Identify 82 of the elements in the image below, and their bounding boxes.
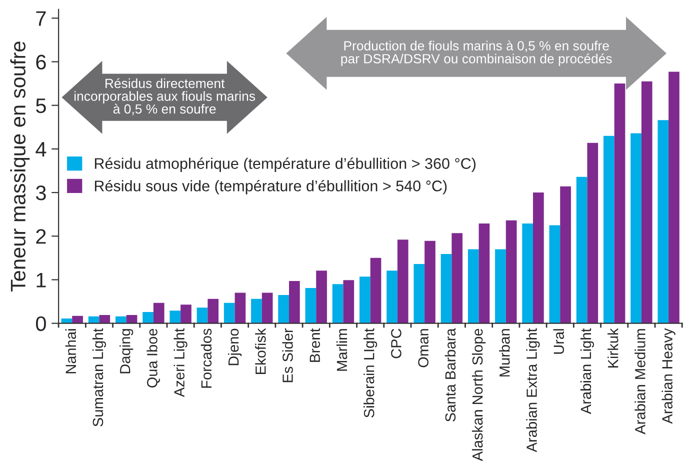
bar — [332, 284, 344, 324]
legend-label: Résidu sous vide (température d’ébullition > 540 °C) — [94, 180, 447, 194]
bar — [533, 192, 544, 324]
x-tick-label: Arabian Extra Light — [526, 328, 540, 452]
bar — [386, 270, 398, 324]
bar — [424, 240, 436, 324]
bar — [522, 223, 533, 324]
bar — [305, 288, 316, 324]
bar — [603, 136, 614, 324]
bar — [126, 315, 138, 324]
y-tick-label: 1 — [36, 272, 46, 288]
legend-label: Résidu atmophérique (température d’ébullition > 360 °C) — [94, 158, 476, 172]
bar — [630, 133, 642, 324]
bar — [668, 72, 680, 324]
x-tick-label: Arabian Heavy — [662, 328, 676, 424]
bar — [99, 315, 110, 324]
bar — [506, 220, 517, 324]
x-tick-label: Marlim — [336, 329, 348, 371]
bar — [180, 304, 192, 324]
bar — [440, 254, 452, 324]
x-tick-label: Siberain LIght — [364, 328, 378, 418]
x-tick-label: Azeri Light — [174, 328, 188, 398]
bar — [208, 298, 219, 324]
x-tick-label: Arabian Medium — [634, 329, 646, 434]
bar — [641, 81, 652, 324]
bar — [359, 276, 370, 324]
x-tick-label: Kirkuk — [608, 328, 618, 368]
x-tick-label: Arabian Light — [580, 328, 594, 414]
y-tick-label: 4 — [36, 142, 46, 156]
bar — [170, 310, 181, 324]
x-tick-label: Forcados — [200, 328, 212, 388]
bar — [658, 120, 669, 324]
bar — [234, 292, 246, 324]
x-tick-label: Oman — [418, 329, 428, 368]
y-tick-label: 0 — [36, 316, 46, 332]
bar — [316, 270, 327, 324]
bar — [262, 292, 273, 324]
x-tick-label: Es Sider — [282, 328, 293, 382]
x-tick-label: Alaskan North Slope — [472, 328, 486, 462]
x-tick-label: Djeno — [228, 328, 242, 366]
y-tick-label: 5 — [36, 98, 46, 114]
y-tick-label: 6 — [36, 54, 46, 70]
bar — [142, 312, 154, 324]
bar — [576, 176, 588, 324]
bar — [452, 233, 463, 324]
bar — [251, 298, 262, 324]
x-tick-label: Murban — [499, 329, 510, 376]
bar — [478, 223, 490, 324]
bar — [115, 316, 126, 324]
bar — [196, 308, 208, 324]
bar — [72, 316, 83, 324]
bar — [153, 302, 164, 324]
bar — [224, 302, 235, 324]
y-tick-label: 3 — [36, 186, 46, 200]
bar — [289, 281, 300, 324]
x-tick-label: Ekofisk — [255, 328, 266, 374]
bar — [88, 316, 100, 324]
x-tick-label: Brent — [310, 328, 320, 362]
annotation: Production de fiouls marins à 0,5 % en soufre par DSRA/DSRV ou combinaison de procédés — [341, 40, 612, 66]
annotation: Résidus directement incorporables aux fiouls marins à 0,5 % en soufre — [74, 78, 256, 116]
bar — [614, 84, 626, 324]
bar — [495, 249, 506, 324]
bar — [61, 318, 72, 324]
y-axis-title: Teneur massique en soufre — [10, 42, 30, 292]
bar — [587, 142, 598, 324]
bar — [414, 264, 425, 324]
x-tick-label: Ural — [553, 329, 564, 354]
bar — [370, 258, 382, 324]
x-tick-label: Santa Barbara — [444, 328, 456, 422]
y-tick-label: 7 — [36, 11, 46, 26]
bar — [343, 280, 354, 324]
x-tick-label: CPC — [391, 328, 402, 358]
y-tick-label: 2 — [36, 229, 46, 244]
x-tick-label: Sumatran Light — [92, 328, 106, 426]
x-tick-label: Nanhai — [65, 329, 76, 374]
bar — [560, 186, 571, 324]
bar — [468, 249, 479, 324]
x-tick-label: Qua Iboe — [146, 328, 160, 388]
bar — [278, 294, 290, 324]
bar — [549, 225, 560, 324]
x-tick-label: Daqing — [120, 329, 134, 374]
bar — [397, 240, 408, 324]
